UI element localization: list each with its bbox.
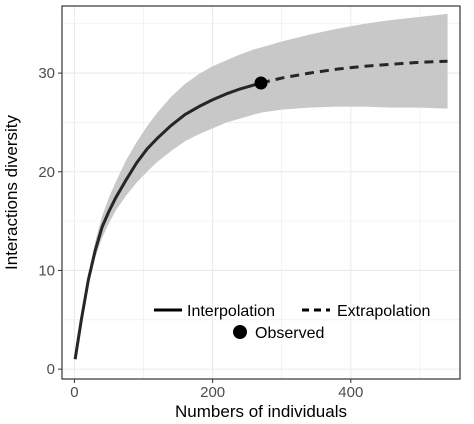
- legend-extrapolation-label: Extrapolation: [337, 303, 430, 320]
- y-tick-label: 20: [38, 164, 55, 181]
- legend-observed-key: [233, 325, 247, 339]
- extrapolation-line: [260, 59, 448, 85]
- observed-point: [254, 76, 268, 90]
- x-tick-label: 0: [70, 384, 78, 401]
- legend-observed-label: Observed: [255, 325, 324, 342]
- legend: Interpolation Extrapolation Observed: [154, 303, 430, 342]
- y-tick-label: 10: [38, 262, 55, 279]
- y-tick-label: 0: [47, 361, 55, 378]
- interpolation-line: [73, 81, 262, 360]
- y-tick-label: 30: [38, 65, 55, 82]
- panel-border: [61, 5, 461, 380]
- confidence-band: [75, 13, 448, 360]
- y-axis-ticks: 0 10 20 30: [38, 65, 62, 378]
- x-axis-title: Numbers of individuals: [175, 402, 347, 421]
- y-axis-title: Interactions diversity: [2, 115, 21, 270]
- x-axis-ticks: 0 200 400: [70, 379, 363, 401]
- x-tick-label: 400: [338, 384, 363, 401]
- x-tick-label: 200: [200, 384, 225, 401]
- legend-interpolation-label: Interpolation: [187, 303, 275, 320]
